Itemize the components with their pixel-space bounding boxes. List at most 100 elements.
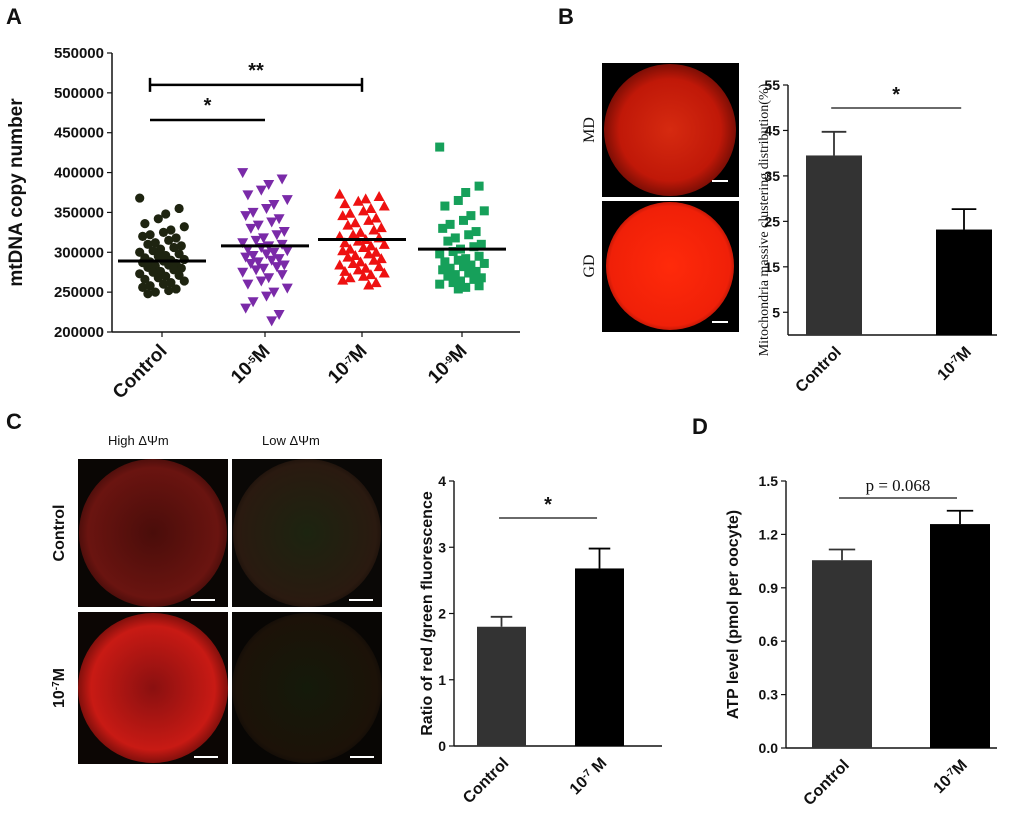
data-point: [281, 283, 293, 294]
data-point: [435, 142, 445, 152]
image-c-control-low: [232, 459, 382, 607]
data-point: [461, 188, 471, 197]
data-point: [339, 198, 351, 209]
data-point: [150, 238, 160, 248]
data-point: [474, 181, 484, 191]
data-point: [461, 282, 471, 292]
data-point: [145, 230, 155, 240]
bar: [812, 560, 872, 748]
data-point: [358, 205, 369, 216]
data-point: [155, 244, 166, 254]
data-point: [352, 264, 364, 275]
image-c-col-label-low: Low ΔΨm: [262, 433, 320, 448]
data-point: [365, 202, 377, 213]
y-tick-label: 1: [438, 672, 446, 688]
data-point: [263, 273, 275, 284]
data-point: [466, 211, 476, 221]
image-c-treated-low: [232, 612, 382, 764]
data-point: [438, 223, 448, 233]
data-point: [135, 193, 145, 203]
y-tick-label: 400000: [54, 165, 104, 182]
data-point: [459, 262, 468, 272]
data-point: [240, 211, 252, 222]
panel-label-d: D: [692, 414, 708, 439]
data-point: [153, 273, 163, 283]
data-point: [375, 222, 387, 233]
data-point: [435, 249, 445, 259]
data-point: [266, 255, 278, 266]
data-point: [464, 268, 474, 278]
data-point: [375, 253, 387, 264]
panel-label-b: B: [558, 4, 574, 29]
y-axis-title: Ratio of red /green fluorescence: [419, 491, 436, 736]
image-b-row-label-md: MD: [581, 117, 598, 143]
data-point: [363, 279, 375, 290]
data-point: [347, 257, 359, 268]
data-point: [349, 217, 361, 228]
data-point: [334, 188, 346, 199]
data-point: [438, 265, 448, 275]
data-point: [179, 254, 189, 265]
data-point: [453, 284, 463, 294]
data-point: [448, 278, 458, 288]
data-point: [143, 239, 153, 249]
data-point: [158, 279, 169, 289]
y-tick-label: 0.6: [759, 633, 779, 649]
data-point: [176, 263, 186, 273]
data-point: [358, 270, 369, 281]
data-point: [278, 227, 290, 238]
data-point: [140, 274, 150, 284]
data-point: [474, 281, 484, 291]
y-tick-label: 0.3: [759, 687, 779, 703]
data-point: [161, 271, 171, 281]
x-tick-label: 10-7M: [930, 756, 971, 797]
image-c-col-label-high: High ΔΨm: [108, 433, 169, 448]
data-point: [158, 227, 169, 237]
data-point: [171, 284, 181, 294]
data-point: [368, 224, 380, 235]
data-point: [450, 270, 460, 280]
data-point: [342, 219, 354, 230]
data-point: [164, 285, 174, 296]
data-point: [370, 212, 382, 223]
data-point: [352, 195, 364, 206]
data-point: [252, 220, 264, 231]
data-point: [464, 230, 474, 240]
data-point: [378, 238, 390, 249]
data-point: [349, 249, 361, 260]
image-b-row-label-gd: GD: [581, 254, 598, 277]
data-point: [445, 219, 455, 229]
bar: [936, 229, 992, 335]
y-tick-label: 200000: [54, 324, 104, 341]
data-point: [150, 287, 160, 297]
y-tick-label: 300000: [54, 244, 104, 261]
y-tick-label: 550000: [54, 45, 104, 62]
y-tick-label: 1.2: [759, 526, 779, 542]
data-point: [261, 249, 272, 260]
y-tick-label: 0: [438, 738, 446, 754]
data-point: [355, 226, 366, 237]
data-point: [342, 251, 354, 262]
data-point: [479, 206, 489, 216]
y-tick-label: 35: [764, 168, 780, 184]
image-c-row-labels: Control 10-7M: [51, 505, 69, 708]
data-point: [461, 254, 471, 264]
data-point: [242, 190, 254, 201]
data-point: [166, 277, 176, 288]
y-tick-label: 250000: [54, 284, 104, 301]
significance-label: *: [892, 84, 900, 106]
data-point: [344, 243, 356, 254]
y-tick-label: 15: [764, 259, 780, 275]
data-point: [476, 273, 486, 283]
data-point: [171, 233, 181, 243]
data-point: [435, 279, 445, 289]
data-point: [179, 222, 189, 232]
image-c-control-high: [78, 459, 228, 607]
significance-label: p = 0.068: [866, 476, 931, 495]
data-point: [440, 201, 450, 211]
y-tick-label: 450000: [54, 125, 104, 142]
data-point: [440, 257, 450, 267]
data-point: [479, 258, 489, 268]
